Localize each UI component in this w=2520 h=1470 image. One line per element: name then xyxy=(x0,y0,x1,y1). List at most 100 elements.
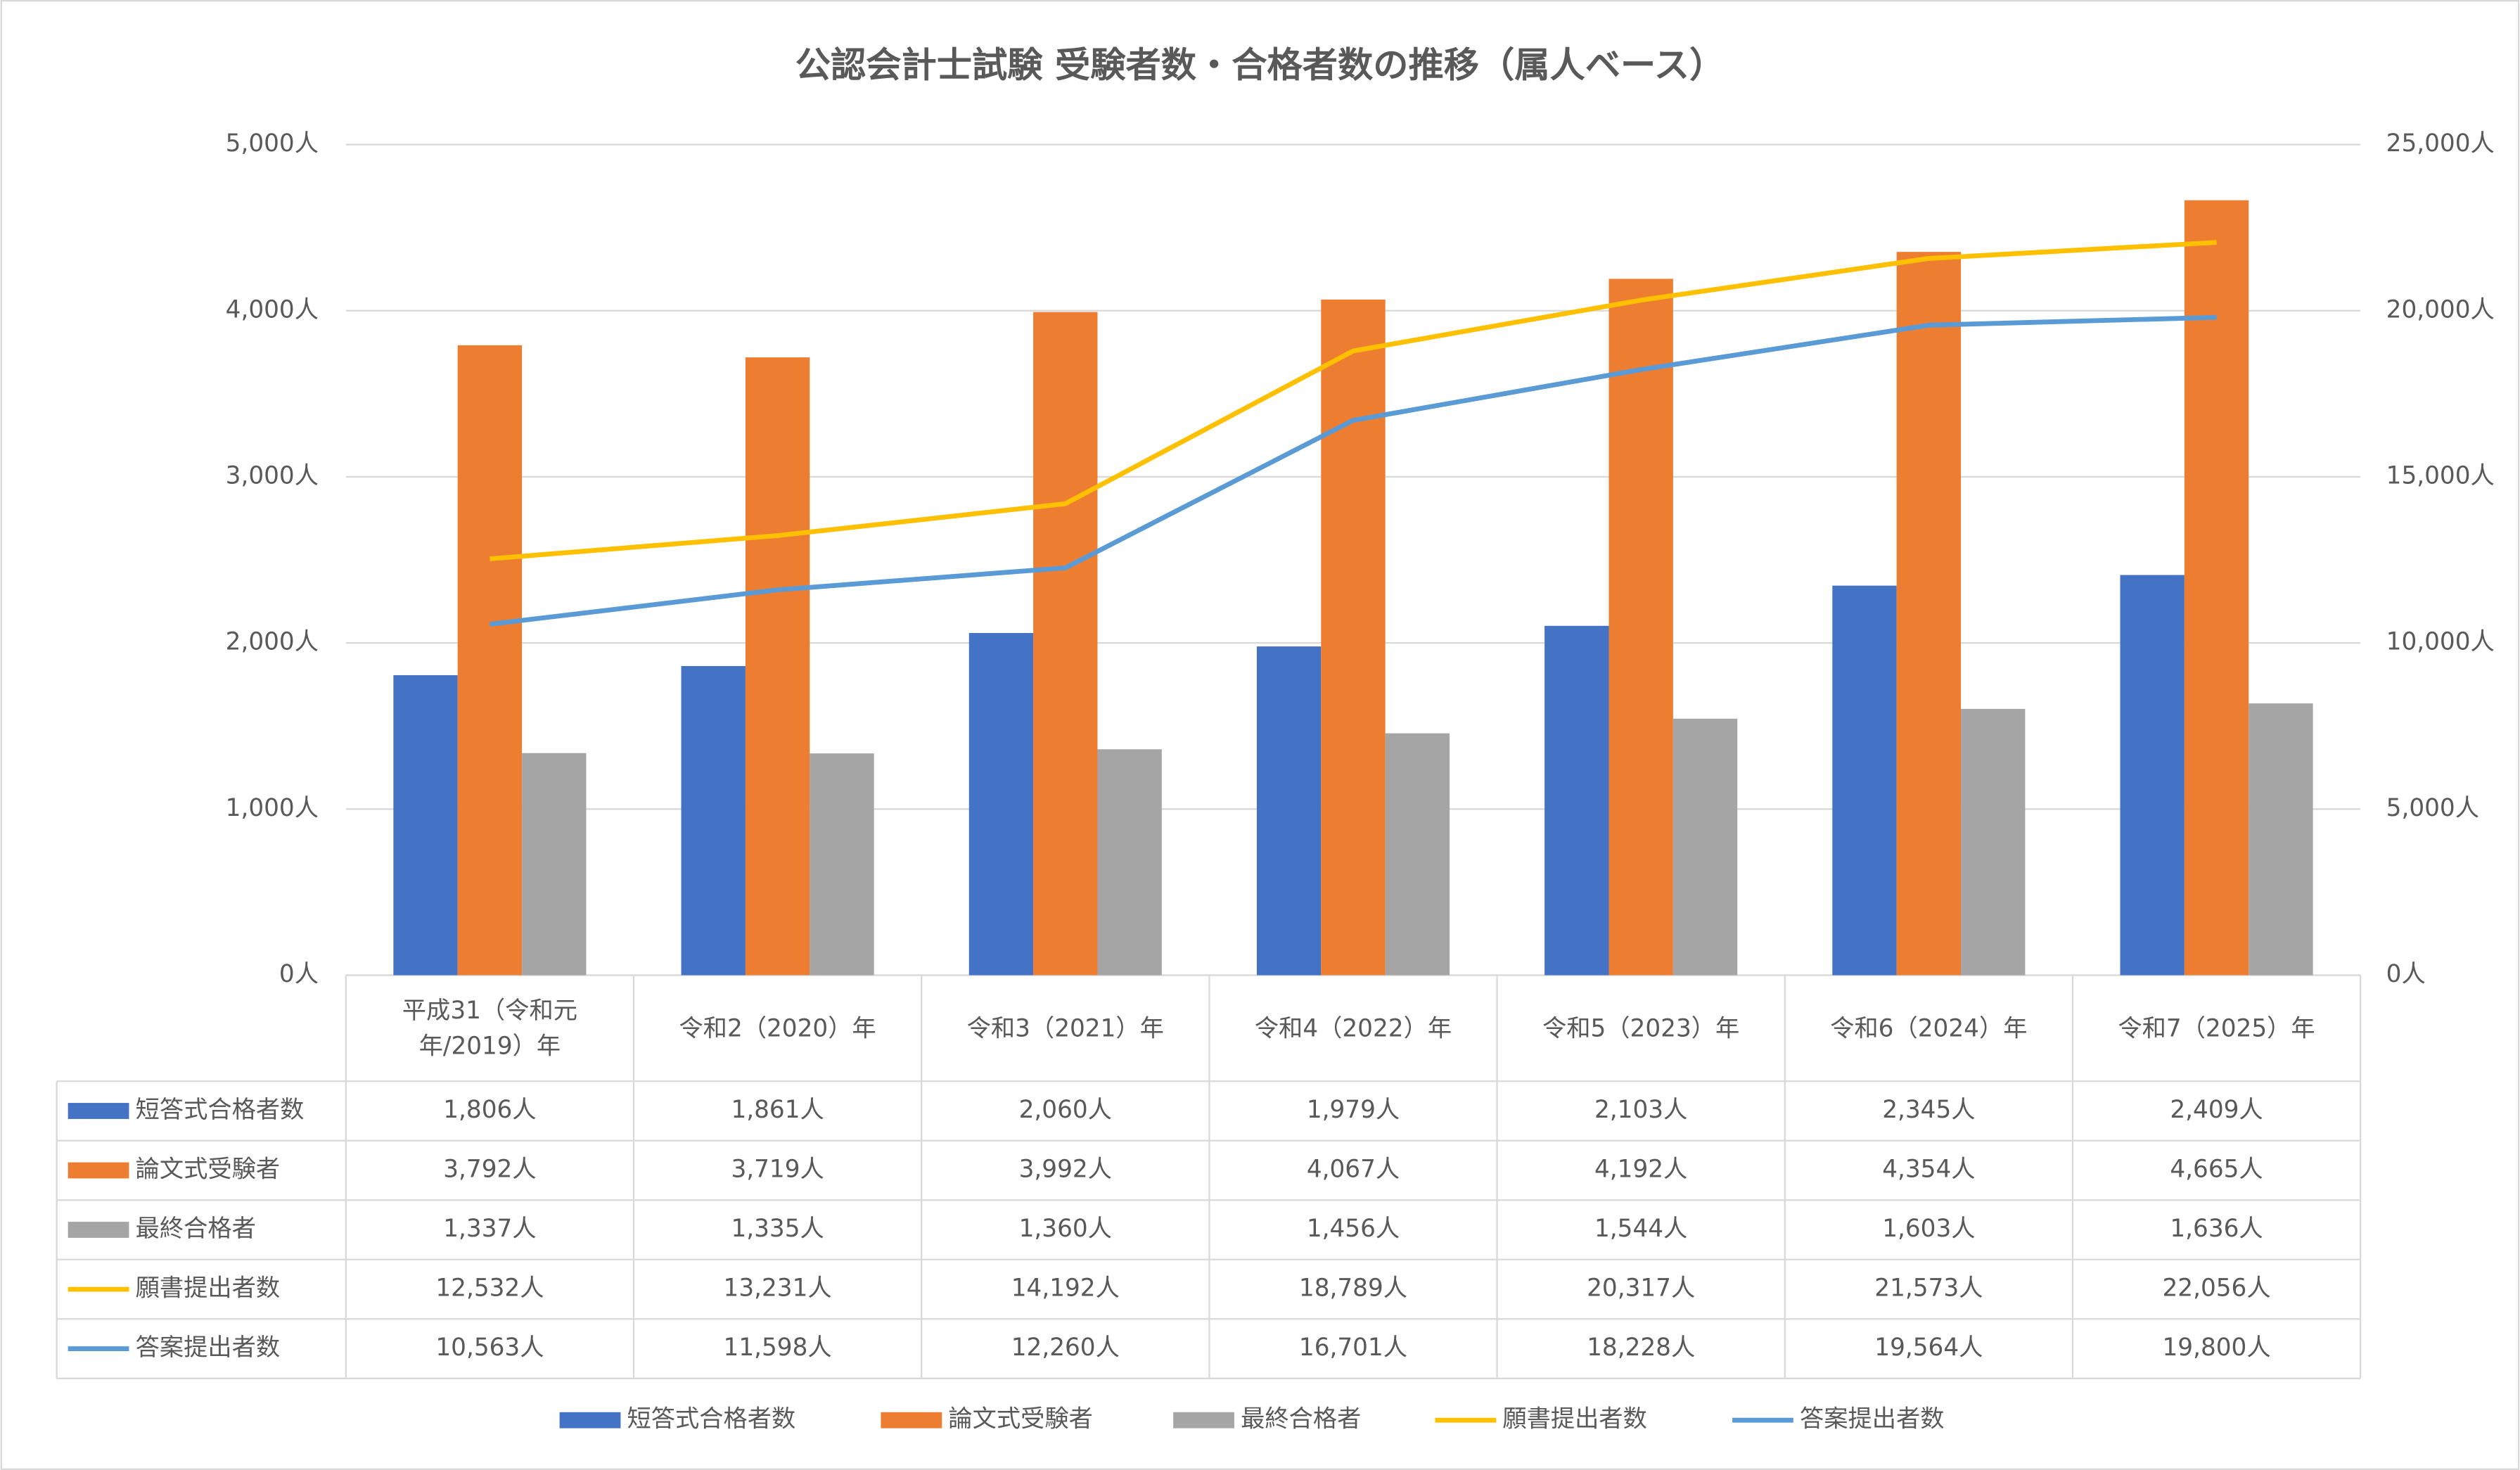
table-cell: 2,409人 xyxy=(2170,1096,2263,1124)
table-cell: 20,317人 xyxy=(1587,1274,1695,1303)
x-tick-label: 令和6（2024）年 xyxy=(1830,1013,2028,1042)
table-cell: 1,806人 xyxy=(443,1096,536,1124)
legend-label: 答案提出者数 xyxy=(1800,1405,1945,1433)
y2-tick-label: 20,000人 xyxy=(2386,295,2495,324)
table-cell: 1,360人 xyxy=(1019,1215,1112,1243)
bar xyxy=(1033,312,1098,976)
bar xyxy=(1385,733,1450,976)
table-cell: 2,103人 xyxy=(1594,1096,1687,1124)
y-tick-label: 0人 xyxy=(279,960,319,988)
bar xyxy=(1097,749,1162,976)
legend-swatch xyxy=(68,1222,129,1238)
table-cell: 10,563人 xyxy=(435,1334,544,1362)
legend-swatch xyxy=(68,1162,129,1179)
x-tick-label: 平成31（令和元年/2019）年 xyxy=(402,995,577,1061)
bar xyxy=(745,357,810,976)
bar xyxy=(1256,646,1322,976)
bar xyxy=(810,753,874,976)
table-cell: 16,701人 xyxy=(1299,1334,1407,1362)
table-cell: 3,792人 xyxy=(443,1156,536,1184)
x-tick-label: 令和4（2022）年 xyxy=(1254,1013,1452,1042)
bar xyxy=(1321,299,1386,976)
bar xyxy=(1961,708,2026,976)
bar xyxy=(522,753,587,976)
table-cell: 1,979人 xyxy=(1307,1096,1400,1124)
legend-swatch xyxy=(68,1103,129,1119)
table-row-label: 最終合格者 xyxy=(136,1215,256,1243)
table-cell: 1,335人 xyxy=(731,1215,824,1243)
table-cell: 3,992人 xyxy=(1019,1156,1112,1184)
table-cell: 1,861人 xyxy=(731,1096,824,1124)
bar xyxy=(2184,200,2249,976)
table-cell: 22,056人 xyxy=(2163,1274,2271,1303)
category-cell: 令和4（2022）年 xyxy=(1254,1013,1452,1042)
table-cell: 18,228人 xyxy=(1587,1334,1695,1362)
y-tick-label: 2,000人 xyxy=(226,628,319,656)
y2-tick-label: 15,000人 xyxy=(2386,461,2495,490)
table-cell: 3,719人 xyxy=(731,1156,824,1184)
x-tick-label: 令和2（2020）年 xyxy=(679,1013,876,1042)
bar xyxy=(1544,625,1609,976)
bar xyxy=(457,345,523,976)
table-row-label: 答案提出者数 xyxy=(136,1334,281,1362)
table-row-label: 願書提出者数 xyxy=(136,1274,281,1303)
table-cell: 1,636人 xyxy=(2170,1215,2263,1243)
bar xyxy=(393,675,458,976)
category-cell: 令和2（2020）年 xyxy=(679,1013,876,1042)
bar xyxy=(1896,252,1962,976)
bar xyxy=(681,665,746,976)
bar xyxy=(1672,718,1738,976)
category-cell: 令和3（2021）年 xyxy=(966,1013,1164,1042)
y2-tick-label: 25,000人 xyxy=(2386,129,2495,158)
table-cell: 13,231人 xyxy=(724,1274,832,1303)
table-cell: 1,456人 xyxy=(1307,1215,1400,1243)
legend-label: 短答式合格者数 xyxy=(627,1405,796,1433)
table-cell: 4,665人 xyxy=(2170,1156,2263,1184)
table-cell: 4,067人 xyxy=(1307,1156,1400,1184)
y2-tick-label: 5,000人 xyxy=(2386,794,2479,822)
table-cell: 21,573人 xyxy=(1874,1274,1983,1303)
y-tick-label: 5,000人 xyxy=(226,129,319,158)
table-cell: 12,260人 xyxy=(1011,1334,1120,1362)
table-cell: 12,532人 xyxy=(435,1274,544,1303)
table-cell: 19,564人 xyxy=(1874,1334,1983,1362)
table-cell: 4,192人 xyxy=(1594,1156,1687,1184)
bar xyxy=(2120,575,2185,976)
category-cell: 令和7（2025）年 xyxy=(2118,1014,2315,1042)
legend-label: 願書提出者数 xyxy=(1502,1405,1647,1433)
table-cell: 14,192人 xyxy=(1011,1274,1120,1303)
table-cell: 4,354人 xyxy=(1882,1156,1975,1184)
bar xyxy=(2249,703,2313,976)
y-tick-label: 3,000人 xyxy=(226,461,319,490)
y2-tick-label: 0人 xyxy=(2386,960,2426,988)
table-cell: 1,603人 xyxy=(1882,1215,1975,1243)
category-cell: 平成31（令和元年/2019）年 xyxy=(402,995,577,1061)
y-tick-label: 4,000人 xyxy=(226,295,319,324)
y2-tick-label: 10,000人 xyxy=(2386,628,2495,656)
table-cell: 2,060人 xyxy=(1019,1096,1112,1124)
table-cell: 11,598人 xyxy=(724,1334,832,1362)
legend-swatch xyxy=(559,1412,621,1429)
legend-swatch xyxy=(881,1412,942,1429)
x-tick-label: 令和5（2023）年 xyxy=(1542,1013,1740,1042)
table-cell: 18,789人 xyxy=(1299,1274,1407,1303)
line xyxy=(490,314,2217,627)
table-row-label: 論文式受験者 xyxy=(136,1156,281,1184)
table-cell: 19,800人 xyxy=(2163,1334,2271,1362)
category-cell: 令和5（2023）年 xyxy=(1542,1013,1740,1042)
bar xyxy=(968,632,1034,976)
legend-swatch xyxy=(1173,1412,1234,1429)
bar xyxy=(1832,585,1897,976)
category-cell: 令和6（2024）年 xyxy=(1830,1013,2028,1042)
table-cell: 2,345人 xyxy=(1882,1096,1975,1124)
x-tick-label: 令和3（2021）年 xyxy=(966,1013,1164,1042)
bar xyxy=(1608,279,1673,976)
legend-label: 最終合格者 xyxy=(1241,1405,1361,1433)
y-tick-label: 1,000人 xyxy=(226,794,319,822)
line xyxy=(490,240,2217,561)
legend-label: 論文式受験者 xyxy=(948,1405,1093,1433)
table-cell: 1,544人 xyxy=(1594,1215,1687,1243)
chart-title: 公認会計士試験 受験者数・合格者数の推移（属人ベース） xyxy=(795,44,1725,85)
